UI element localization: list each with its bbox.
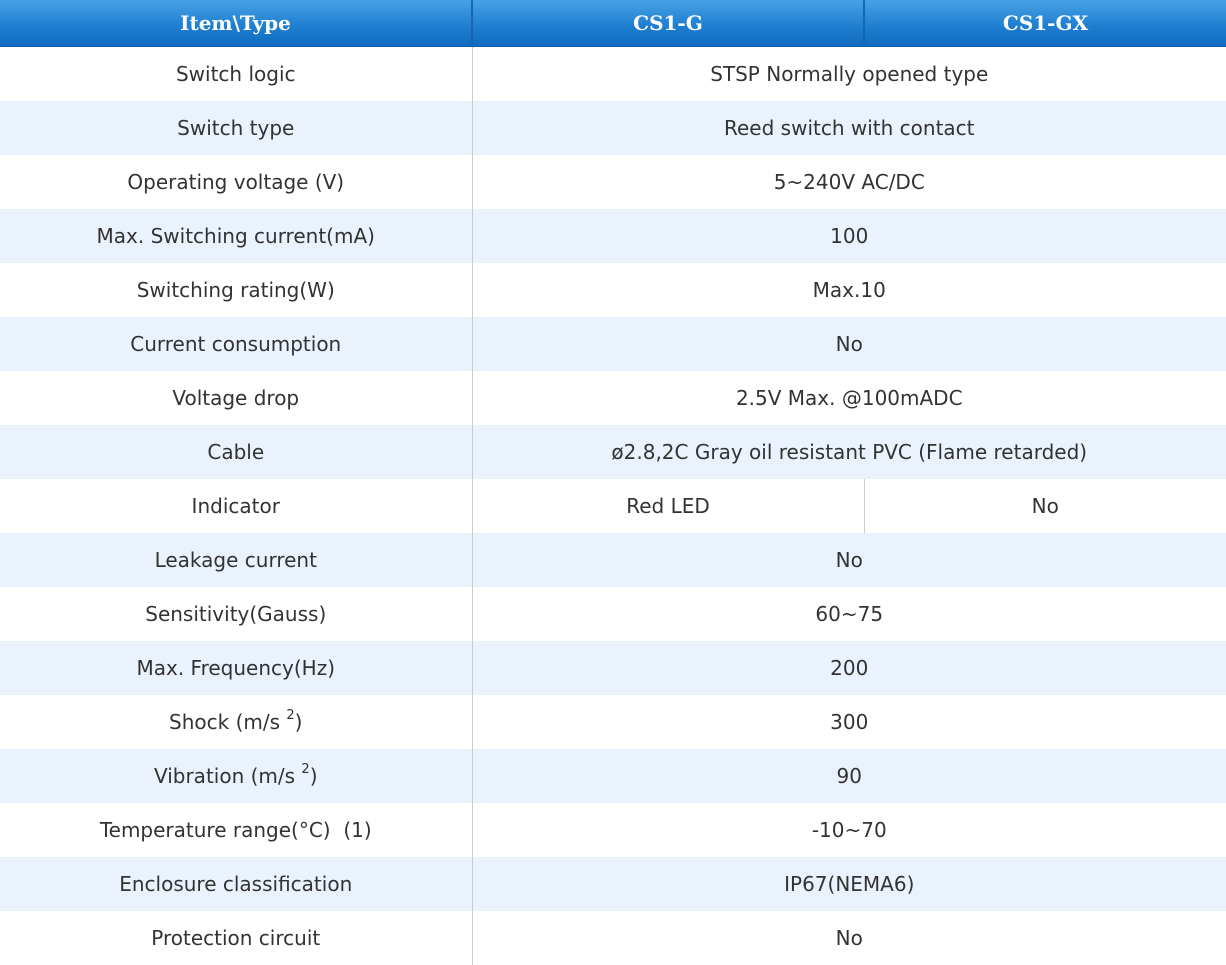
table-row: Switch logic STSP Normally opened type [0, 46, 1226, 101]
item-label: Leakage current [0, 533, 473, 587]
item-label: Temperature range(°C) (1) [0, 803, 473, 857]
table-row: Max. Switching current(mA) 100 [0, 209, 1226, 263]
item-value: 60~75 [472, 587, 1226, 641]
header-model-cs1-g: CS1-G [471, 0, 864, 47]
superscript: 2 [301, 762, 310, 778]
header-item-type: Item\Type [0, 0, 472, 47]
item-label: Indicator [0, 479, 473, 533]
header-row: Item\Type CS1-G CS1-GX [0, 0, 1226, 47]
item-label: Cable [0, 425, 473, 479]
table-row: Current consumption No [0, 317, 1226, 371]
item-value: STSP Normally opened type [472, 46, 1226, 101]
item-label-suffix: ) [294, 710, 303, 734]
item-value: -10~70 [472, 803, 1226, 857]
table-row: Enclosure classification IP67(NEMA6) [0, 857, 1226, 911]
table-row: Protection circuit No [0, 911, 1226, 965]
item-value: Max.10 [472, 263, 1226, 317]
item-value-cs1-g: Red LED [472, 479, 864, 533]
item-value: 90 [472, 749, 1226, 803]
item-value-cs1-gx: No [863, 479, 1226, 533]
item-value: 100 [472, 209, 1226, 263]
item-label: Sensitivity(Gauss) [0, 587, 473, 641]
item-label: Switch logic [0, 46, 473, 101]
table-row: Operating voltage (V) 5~240V AC/DC [0, 155, 1226, 209]
item-label: Shock (m/s 2) [0, 695, 473, 749]
item-value: ø2.8,2C Gray oil resistant PVC (Flame re… [472, 425, 1226, 479]
item-value: Reed switch with contact [472, 101, 1226, 155]
item-label: Operating voltage (V) [0, 155, 473, 209]
table-row: Indicator Red LED No [0, 479, 1226, 533]
item-label-text: Shock (m/s [169, 710, 287, 734]
table-row: Leakage current No [0, 533, 1226, 587]
item-value: 5~240V AC/DC [472, 155, 1226, 209]
item-value: IP67(NEMA6) [472, 857, 1226, 911]
item-value: No [472, 317, 1226, 371]
table-row: Shock (m/s 2) 300 [0, 695, 1226, 749]
table-row: Switch type Reed switch with contact [0, 101, 1226, 155]
item-value: 2.5V Max. @100mADC [472, 371, 1226, 425]
table-row: Max. Frequency(Hz) 200 [0, 641, 1226, 695]
item-label: Current consumption [0, 317, 473, 371]
item-label: Vibration (m/s 2) [0, 749, 473, 803]
item-label: Max. Switching current(mA) [0, 209, 473, 263]
item-value: 200 [472, 641, 1226, 695]
table-row: Cable ø2.8,2C Gray oil resistant PVC (Fl… [0, 425, 1226, 479]
header-model-cs1-gx: CS1-GX [863, 0, 1226, 47]
item-label: Switching rating(W) [0, 263, 473, 317]
item-label: Max. Frequency(Hz) [0, 641, 473, 695]
table-row: Switching rating(W) Max.10 [0, 263, 1226, 317]
table-row: Sensitivity(Gauss) 60~75 [0, 587, 1226, 641]
item-value: 300 [472, 695, 1226, 749]
table-row: Temperature range(°C) (1) -10~70 [0, 803, 1226, 857]
item-label-text: Vibration (m/s [153, 764, 302, 788]
item-value: No [472, 911, 1226, 965]
item-value: No [472, 533, 1226, 587]
table-row: Voltage drop 2.5V Max. @100mADC [0, 371, 1226, 425]
item-label: Switch type [0, 101, 473, 155]
item-label: Protection circuit [0, 911, 473, 965]
table-row: Vibration (m/s 2) 90 [0, 749, 1226, 803]
item-label: Enclosure classification [0, 857, 473, 911]
superscript: 2 [286, 708, 295, 724]
item-label-suffix: ) [309, 764, 318, 788]
item-label: Voltage drop [0, 371, 473, 425]
